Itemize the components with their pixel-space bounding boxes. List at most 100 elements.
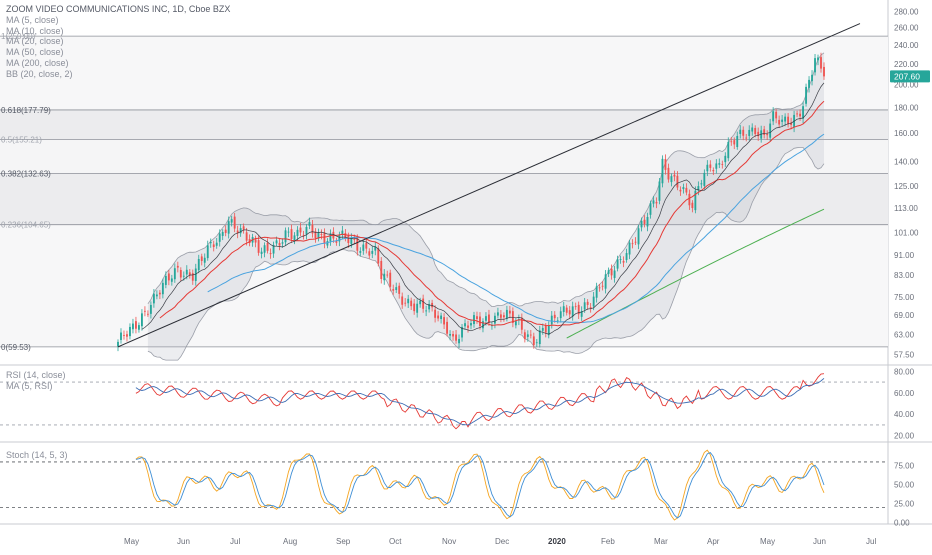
candle-body	[347, 235, 350, 244]
candle-body	[401, 296, 404, 305]
candle-body	[341, 230, 344, 235]
bollinger-upper-line	[147, 52, 825, 308]
candle-body	[323, 232, 326, 244]
candle-body	[434, 309, 437, 318]
candle-body	[380, 260, 383, 280]
candle-body	[164, 276, 167, 285]
candle-body	[730, 141, 733, 143]
candle-body	[260, 251, 263, 254]
candle-body	[371, 250, 374, 254]
price-axis-tick: 113.00	[894, 204, 918, 213]
candle-body	[200, 256, 203, 261]
candle-body	[580, 310, 583, 317]
candle-body	[410, 300, 413, 307]
candle-body	[802, 106, 804, 119]
ma10-line	[141, 82, 825, 335]
candle-body	[359, 251, 362, 253]
price-axis-tick: 140.00	[894, 158, 919, 167]
candle-body	[751, 127, 754, 132]
candle-body	[526, 334, 529, 337]
candle-body	[787, 116, 790, 125]
candle-body	[281, 242, 284, 244]
candle-body	[440, 315, 443, 320]
candle-body	[194, 268, 197, 281]
candle-body	[706, 164, 709, 172]
fib-level-label: 0(59.53)	[1, 343, 31, 352]
candle-body	[185, 269, 188, 275]
candle-body	[538, 330, 541, 345]
time-axis-tick: Mar	[654, 537, 668, 546]
fib-level-label: 0.236(104.65)	[1, 221, 51, 230]
price-axis-tick: 240.00	[894, 41, 919, 50]
candle-body	[233, 216, 236, 229]
candle-body	[320, 234, 323, 235]
fib-level-label: 1(250.00)	[1, 32, 36, 41]
candle-body	[422, 298, 425, 309]
candle-body	[428, 303, 431, 310]
candle-body	[589, 307, 592, 309]
stoch-legend: Stoch (14, 5, 3)	[6, 450, 68, 461]
candle-body	[173, 268, 176, 280]
candle-body	[296, 229, 299, 236]
candle-body	[814, 58, 816, 73]
trendline	[117, 23, 861, 348]
rsi-line	[135, 373, 825, 430]
candle-body	[305, 226, 308, 235]
candles-group	[117, 52, 825, 352]
candle-body	[386, 274, 389, 276]
time-axis-tick: May	[760, 537, 775, 546]
bollinger-band-fill	[147, 52, 824, 361]
candle-body	[823, 66, 825, 77]
candle-body	[419, 300, 422, 305]
candle-body	[808, 79, 810, 88]
candle-body	[272, 244, 275, 254]
candle-body	[505, 309, 508, 319]
candle-body	[586, 301, 589, 305]
candle-body	[458, 338, 460, 344]
candle-body	[155, 294, 158, 297]
candle-body	[146, 313, 149, 315]
candle-body	[314, 231, 317, 239]
candle-body	[820, 57, 822, 69]
stoch-axis-tick: 50.00	[894, 481, 915, 490]
candle-body	[308, 222, 311, 226]
stoch-k-line	[135, 449, 825, 521]
candle-body	[287, 231, 290, 233]
candle-body	[778, 119, 781, 125]
candle-body	[257, 240, 260, 253]
candle-body	[637, 228, 640, 245]
candle-body	[129, 326, 131, 337]
candle-body	[781, 119, 784, 122]
candle-body	[221, 231, 224, 236]
candle-body	[685, 187, 688, 193]
candle-body	[482, 321, 484, 329]
price-axis-tick: 69.00	[894, 311, 915, 320]
price-axis-tick: 220.00	[894, 60, 919, 69]
candle-body	[212, 244, 215, 248]
candle-body	[416, 303, 419, 313]
candle-body	[805, 86, 807, 104]
ma20-line	[159, 100, 825, 327]
candle-body	[577, 304, 580, 315]
candle-body	[179, 269, 182, 278]
candle-body	[727, 142, 730, 159]
candle-body	[338, 235, 341, 242]
fib-level-label: 0.382(132.63)	[1, 169, 51, 178]
candle-body	[664, 159, 667, 170]
candle-body	[496, 312, 499, 316]
candle-body	[634, 241, 637, 243]
candle-body	[467, 325, 469, 328]
candle-body	[266, 242, 269, 251]
indicator-ma200-label: MA (200, close)	[6, 57, 69, 68]
candle-body	[138, 325, 140, 330]
candle-body	[739, 129, 742, 134]
candle-body	[631, 243, 634, 245]
candle-body	[775, 111, 778, 119]
candle-body	[766, 133, 769, 136]
price-axis-tick: 83.00	[894, 271, 915, 280]
candle-body	[158, 292, 161, 295]
candle-body	[182, 275, 185, 277]
last-price-tag	[890, 70, 930, 83]
